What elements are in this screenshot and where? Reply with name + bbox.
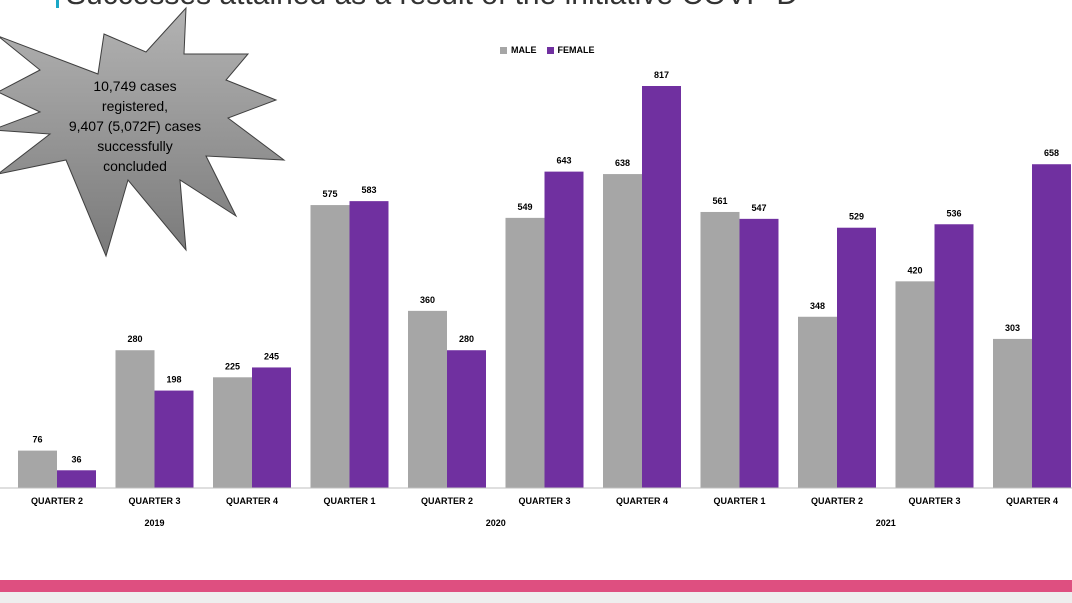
data-label: 245	[264, 351, 279, 361]
data-label: 420	[907, 265, 922, 275]
data-label: 198	[166, 375, 181, 385]
bar-chart: 76 36 QUARTER 2 280 198 QUARTER 3 225 245 QUARTE…	[0, 6, 1072, 528]
bar-female	[739, 218, 779, 488]
data-label: 76	[32, 435, 42, 445]
data-label: 280	[459, 334, 474, 344]
data-label: 36	[71, 454, 81, 464]
bar-male	[115, 350, 155, 488]
callout-line: successfully	[97, 138, 173, 154]
bar-female	[1032, 164, 1071, 489]
x-tick-label: QUARTER 3	[518, 496, 570, 506]
data-label: 536	[946, 208, 961, 218]
bar-female	[447, 350, 486, 488]
bar-female	[349, 201, 389, 488]
bar-male	[603, 174, 642, 489]
legend-item-female: FEMALE	[546, 45, 595, 55]
x-tick-label: QUARTER 2	[31, 496, 83, 506]
bar-male	[798, 316, 837, 488]
chart-legend: MALE FEMALE	[500, 45, 595, 55]
data-label: 549	[517, 202, 532, 212]
bar-male	[505, 217, 545, 489]
legend-label-female: FEMALE	[557, 45, 595, 55]
footer-bar	[0, 592, 1072, 603]
year-label: 2020	[486, 518, 506, 528]
data-label: 575	[322, 189, 337, 199]
x-tick-label: QUARTER 3	[128, 496, 180, 506]
x-tick-label: QUARTER 2	[421, 496, 473, 506]
callout-text: 10,749 cases registered, 9,407 (5,072F) …	[50, 76, 220, 176]
x-tick-label: QUARTER 1	[713, 496, 765, 506]
bar-male	[408, 310, 447, 488]
data-label: 547	[751, 203, 766, 213]
callout-line: registered,	[101, 98, 169, 114]
bar-female	[252, 367, 291, 488]
legend-label-male: MALE	[511, 45, 537, 55]
year-label: 2019	[144, 518, 164, 528]
data-label: 529	[849, 212, 864, 222]
bar-female	[642, 86, 681, 488]
legend-item-male: MALE	[500, 45, 537, 55]
x-tick-label: QUARTER 4	[616, 496, 668, 506]
chart-labels: 76 36 QUARTER 2 280 198 QUARTER 3 225 245 QUARTE…	[31, 70, 1059, 528]
bar-female	[154, 390, 194, 488]
data-label: 303	[1005, 323, 1020, 333]
bar-male	[18, 450, 57, 488]
data-label: 280	[127, 334, 142, 344]
x-tick-label: QUARTER 1	[323, 496, 375, 506]
callout-line: 10,749 cases	[93, 78, 177, 94]
callout-starburst	[0, 6, 286, 258]
x-tick-label: QUARTER 4	[1006, 496, 1058, 506]
x-tick-label: QUARTER 2	[811, 496, 863, 506]
data-label: 561	[712, 196, 727, 206]
data-label: 658	[1044, 148, 1059, 158]
data-label: 348	[810, 301, 825, 311]
callout-starburst-shape	[0, 6, 286, 258]
footer-accent-bar	[0, 580, 1072, 592]
data-label: 360	[420, 295, 435, 305]
year-label: 2021	[876, 518, 896, 528]
bar-male	[993, 338, 1032, 488]
bar-male	[895, 281, 935, 488]
bar-female	[837, 227, 876, 489]
data-label: 583	[361, 185, 376, 195]
data-label: 225	[225, 361, 240, 371]
data-label: 817	[654, 70, 669, 80]
legend-swatch-male	[500, 46, 507, 54]
data-label: 643	[556, 156, 571, 166]
bar-male	[213, 377, 252, 488]
chart-bars	[18, 86, 1071, 489]
x-tick-label: QUARTER 3	[908, 496, 960, 506]
callout-line: concluded	[103, 158, 167, 174]
bar-female	[57, 470, 96, 488]
bar-male	[700, 211, 740, 488]
bar-female	[934, 224, 974, 488]
bar-female	[544, 171, 584, 488]
data-label: 638	[615, 158, 630, 168]
title-accent-bar	[56, 0, 59, 8]
x-tick-label: QUARTER 4	[226, 496, 278, 506]
legend-swatch-female	[546, 46, 554, 54]
callout-line: 9,407 (5,072F) cases	[68, 118, 202, 134]
slide-title: Successes attained as a result of the in…	[66, 0, 798, 12]
bar-male	[310, 205, 350, 489]
